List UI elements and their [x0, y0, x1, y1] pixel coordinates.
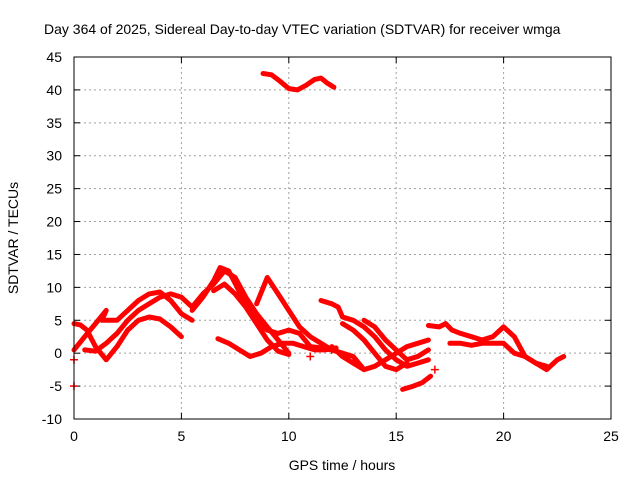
- x-axis-label: GPS time / hours: [289, 457, 396, 473]
- y-tick-label: 35: [46, 115, 62, 131]
- x-tick-label: 25: [603, 428, 619, 444]
- series-trace-arc-m: [425, 321, 567, 373]
- x-tick-label: 15: [388, 428, 404, 444]
- series-trace-arc-e: [211, 281, 292, 357]
- grid: [74, 57, 611, 419]
- series-trace-arc-high: [260, 71, 337, 93]
- series-trace-arc-f: [254, 275, 367, 373]
- x-tick-label: 20: [496, 428, 512, 444]
- data-point-marker: [306, 352, 315, 361]
- y-tick-label: 40: [46, 82, 62, 98]
- series-trace-arc-k: [340, 321, 410, 373]
- axis-ticks: 0 5 10 15 20 25 -10 -5 0 5 10 15 20 25 30 35 40 45: [42, 49, 619, 444]
- y-tick-label: 0: [54, 345, 62, 361]
- series-trace-arc-l: [400, 373, 434, 392]
- x-tick-label: 0: [70, 428, 78, 444]
- series-trace-arc-h: [318, 298, 431, 369]
- data-point-marker: [327, 345, 336, 354]
- y-tick-label: 25: [46, 181, 62, 197]
- y-tick-label: 30: [46, 148, 62, 164]
- data-point-marker: [430, 365, 439, 374]
- y-axis-label: SDTVAR / TECUs: [5, 182, 21, 294]
- series-trace-arc-n: [447, 340, 550, 369]
- y-tick-label: 20: [46, 214, 62, 230]
- data-traces: [70, 71, 567, 392]
- y-tick-label: 15: [46, 246, 62, 262]
- y-tick-label: 10: [46, 279, 62, 295]
- series-trace-arc-j: [361, 317, 431, 363]
- y-tick-label: 45: [46, 49, 62, 65]
- series-trace-arc-a: [71, 314, 184, 363]
- y-tick-label: -10: [42, 411, 62, 427]
- x-tick-label: 5: [178, 428, 186, 444]
- series-trace-arc-b: [71, 289, 195, 353]
- series-trace-arc-g: [215, 336, 339, 359]
- series-trace-arc-c: [82, 268, 292, 356]
- chart-title: Day 364 of 2025, Sidereal Day-to-day VTE…: [44, 21, 561, 37]
- y-tick-label: 5: [54, 312, 62, 328]
- x-tick-label: 10: [281, 428, 297, 444]
- plot-frame: [73, 56, 612, 420]
- y-tick-label: -5: [50, 378, 63, 394]
